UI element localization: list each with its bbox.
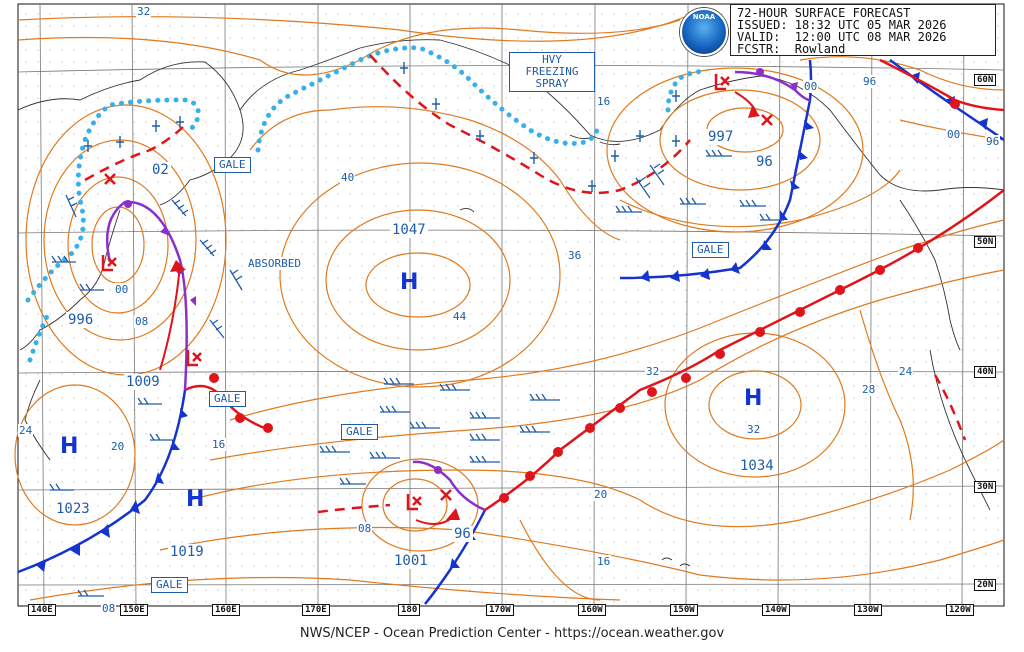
- longitude-label: 180: [398, 604, 421, 616]
- latitude-label: 20N: [974, 579, 997, 591]
- pressure-value: 997: [706, 129, 736, 145]
- pressure-value: 1023: [54, 501, 92, 517]
- absorbed-label: ABSORBED: [246, 257, 303, 270]
- pressure-value: 02: [150, 162, 171, 178]
- gale-label: GALE: [209, 391, 246, 407]
- noaa-logo: NOAA: [680, 8, 728, 56]
- isobar-value: 08: [134, 315, 150, 328]
- hvy-line1: HVY: [542, 53, 562, 66]
- longitude-label: 140W: [762, 604, 790, 616]
- isobar-value: 20: [593, 488, 609, 501]
- longitude-label: 170E: [302, 604, 330, 616]
- chart-header: 72-HOUR SURFACE FORECAST ISSUED: 18:32 U…: [730, 4, 996, 56]
- latitude-label: 50N: [974, 236, 997, 248]
- latitude-label: 30N: [974, 481, 997, 493]
- longitude-label: 150E: [120, 604, 148, 616]
- isobar-value: 40: [340, 171, 356, 184]
- header-valid: VALID: 12:00 UTC 08 MAR 2026: [737, 30, 947, 44]
- isobar-value: 32: [136, 5, 152, 18]
- warm-front-bumps: [209, 99, 960, 503]
- gale-label: GALE: [214, 157, 251, 173]
- header-title: 72-HOUR SURFACE FORECAST: [737, 6, 911, 20]
- pressure-value: 996: [66, 312, 96, 328]
- isobar-value: 20: [110, 440, 126, 453]
- isobar-value: 44: [452, 310, 468, 323]
- isobar-value: 36: [567, 249, 583, 262]
- isobar-value: 00: [114, 283, 130, 296]
- low-position-markers: [101, 74, 773, 511]
- credit-line: NWS/NCEP - Ocean Prediction Center - htt…: [299, 626, 725, 641]
- high-pressure-symbol: H: [186, 487, 205, 512]
- high-pressure-symbol: H: [744, 386, 763, 411]
- isobar-value: 16: [596, 95, 612, 108]
- coastlines: [17, 39, 1005, 567]
- track-arrowheads: [170, 106, 760, 520]
- gale-label: GALE: [151, 577, 188, 593]
- header-issued: ISSUED: 18:32 UTC 05 MAR 2026: [737, 18, 947, 32]
- header-forecaster: FCSTR: Rowland: [737, 42, 846, 56]
- pressure-value: 1019: [168, 544, 206, 560]
- isobar-value: 96: [985, 135, 1001, 148]
- pressure-value: 1047: [390, 222, 428, 238]
- longitude-label: 120W: [946, 604, 974, 616]
- isobar-value: 16: [211, 438, 227, 451]
- pressure-value: 96: [452, 526, 473, 542]
- hvy-line2: FREEZING: [525, 65, 579, 78]
- longitude-label: 150W: [670, 604, 698, 616]
- heavy-freezing-spray-label: HVY FREEZING SPRAY: [509, 52, 595, 92]
- high-pressure-symbol: H: [400, 270, 419, 295]
- longitude-label: 160W: [578, 604, 606, 616]
- isobar-value: 08: [357, 522, 373, 535]
- longitude-label: 160E: [212, 604, 240, 616]
- isobar-value: 24: [898, 365, 914, 378]
- latitude-label: 40N: [974, 366, 997, 378]
- gale-label: GALE: [341, 424, 378, 440]
- stationary-fronts: [84, 54, 967, 514]
- pressure-value: 1009: [124, 374, 162, 390]
- hvy-line3: SPRAY: [535, 77, 569, 90]
- freezing-spray-symbols: [84, 62, 680, 192]
- isobar-value: 24: [18, 424, 34, 437]
- wind-barbs: [49, 149, 784, 597]
- isobar-value: 32: [746, 423, 762, 436]
- isobar-value: 28: [861, 383, 877, 396]
- isobar-value: 16: [596, 555, 612, 568]
- isobar-value: 32: [645, 365, 661, 378]
- map-background: [18, 4, 1004, 606]
- pressure-value: 1001: [392, 553, 430, 569]
- longitude-label: 170W: [486, 604, 514, 616]
- isobar-value: 08: [101, 602, 117, 615]
- noaa-logo-text: NOAA: [692, 13, 716, 21]
- pressure-value: 96: [754, 154, 775, 170]
- isobar-value: 96: [862, 75, 878, 88]
- isobar-value: 00: [946, 128, 962, 141]
- longitude-label: 140E: [28, 604, 56, 616]
- isobar-value: 00: [803, 80, 819, 93]
- pressure-value: 1034: [738, 458, 776, 474]
- ice-edge: [25, 45, 708, 363]
- latitude-label: 60N: [974, 74, 997, 86]
- high-pressure-symbol: H: [60, 434, 79, 459]
- longitude-label: 130W: [854, 604, 882, 616]
- gale-label: GALE: [692, 242, 729, 258]
